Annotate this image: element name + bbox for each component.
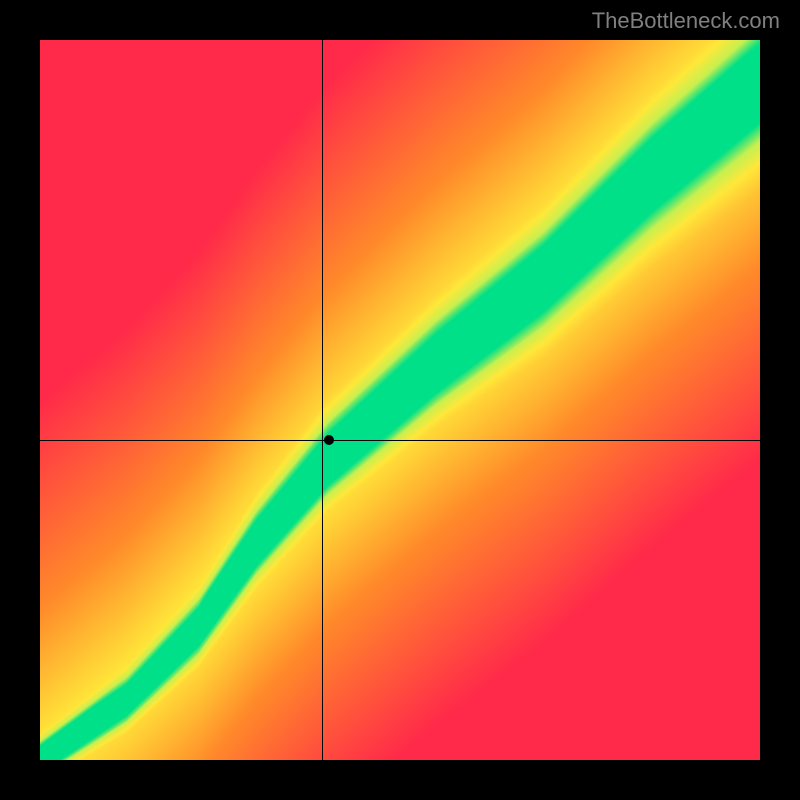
crosshair-horizontal xyxy=(40,440,760,441)
crosshair-vertical xyxy=(322,40,323,760)
plot-area xyxy=(40,40,760,760)
watermark-text: TheBottleneck.com xyxy=(592,8,780,34)
heatmap-canvas xyxy=(40,40,760,760)
data-point-marker xyxy=(324,435,334,445)
